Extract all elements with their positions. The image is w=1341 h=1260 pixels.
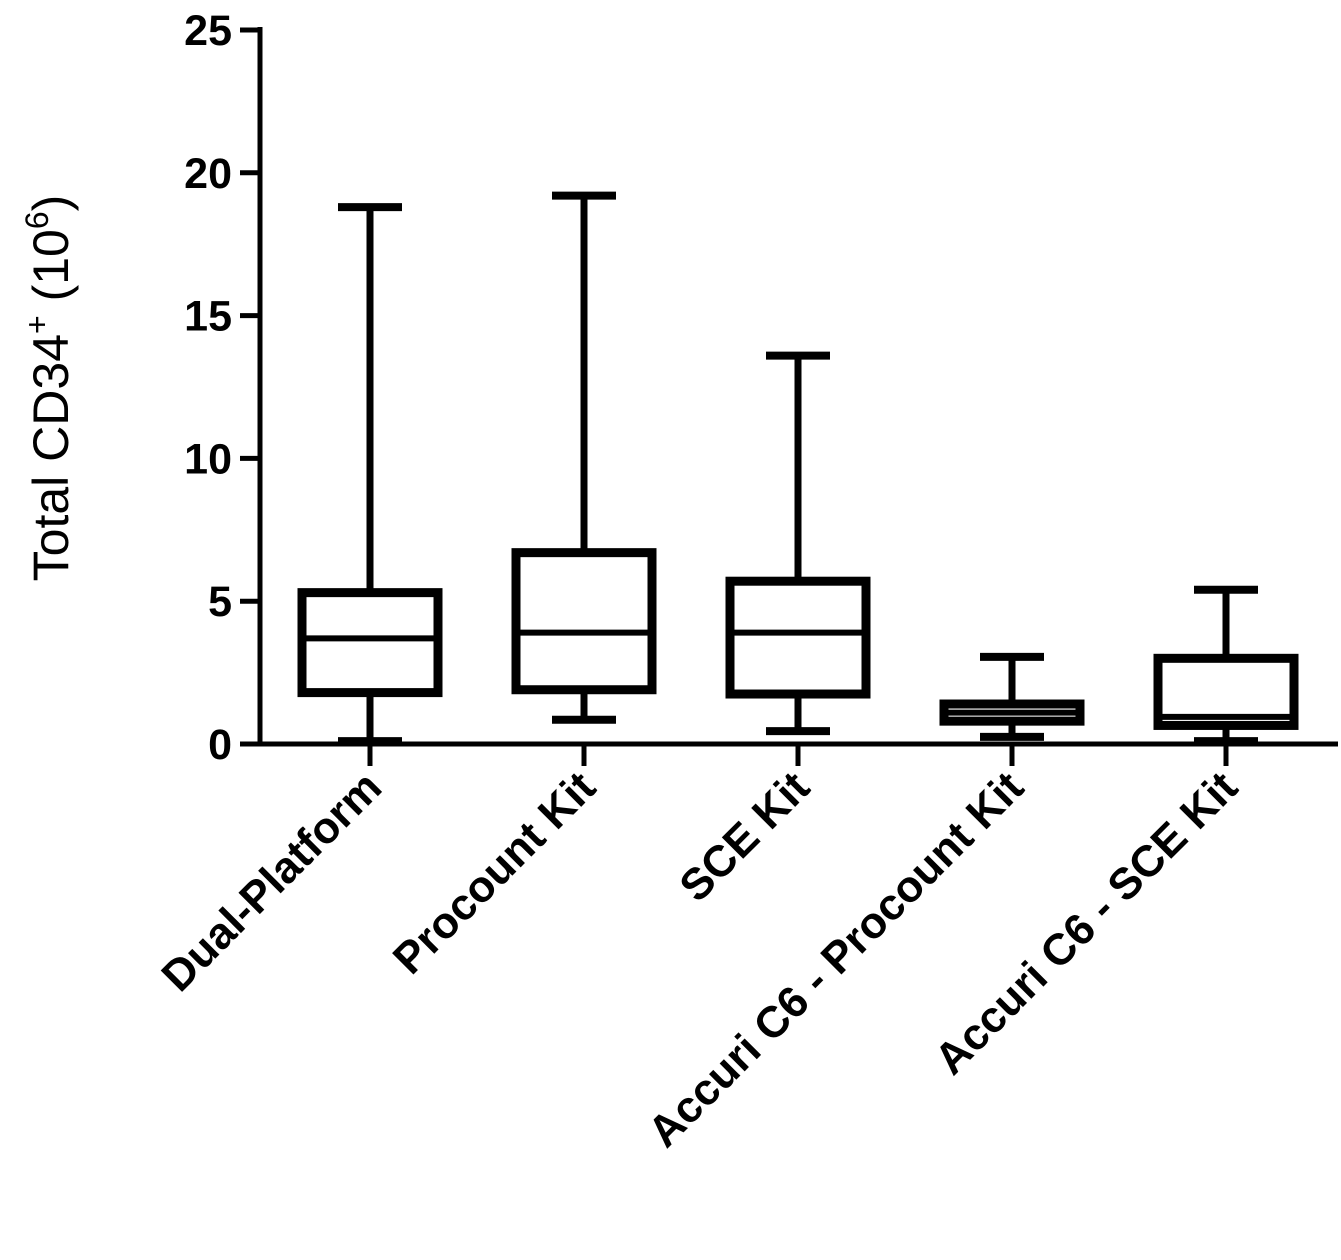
y-tick-label-2: 10	[184, 435, 232, 483]
box-4	[1153, 585, 1299, 746]
category-label-2: SCE Kit	[670, 762, 819, 911]
y-axis-title-sup1: +	[19, 315, 55, 334]
x-ticks	[367, 744, 1229, 766]
y-axis-title-sup2: 6	[19, 211, 55, 229]
y-tick-label-4: 20	[184, 150, 232, 198]
y-tick-label-5: 25	[184, 7, 232, 55]
box-0-iqr	[297, 588, 443, 698]
box-2	[725, 351, 871, 736]
y-tick-label-0: 0	[208, 721, 232, 769]
box-1	[511, 191, 657, 724]
box-1-iqr	[511, 548, 657, 695]
category-label-1: Procount Kit	[384, 762, 606, 984]
y-ticks: 0 5 10 15 20 25	[184, 7, 260, 769]
box-2-iqr	[725, 576, 871, 699]
boxes	[297, 191, 1299, 746]
category-label-3: Accuri C6 - Procount Kit	[639, 762, 1033, 1156]
box-0	[297, 203, 443, 746]
y-tick-label-3: 15	[184, 293, 232, 341]
y-axis-title-middle: (10	[23, 229, 79, 315]
y-tick-label-1: 5	[208, 578, 232, 626]
y-axis-title-suffix: )	[23, 195, 79, 212]
y-axis-title: Total CD34+ (106)	[19, 195, 79, 582]
y-axis-title-prefix: Total CD34	[23, 334, 79, 581]
box-3	[939, 652, 1085, 741]
category-label-0: Dual-Platform	[152, 762, 391, 1001]
